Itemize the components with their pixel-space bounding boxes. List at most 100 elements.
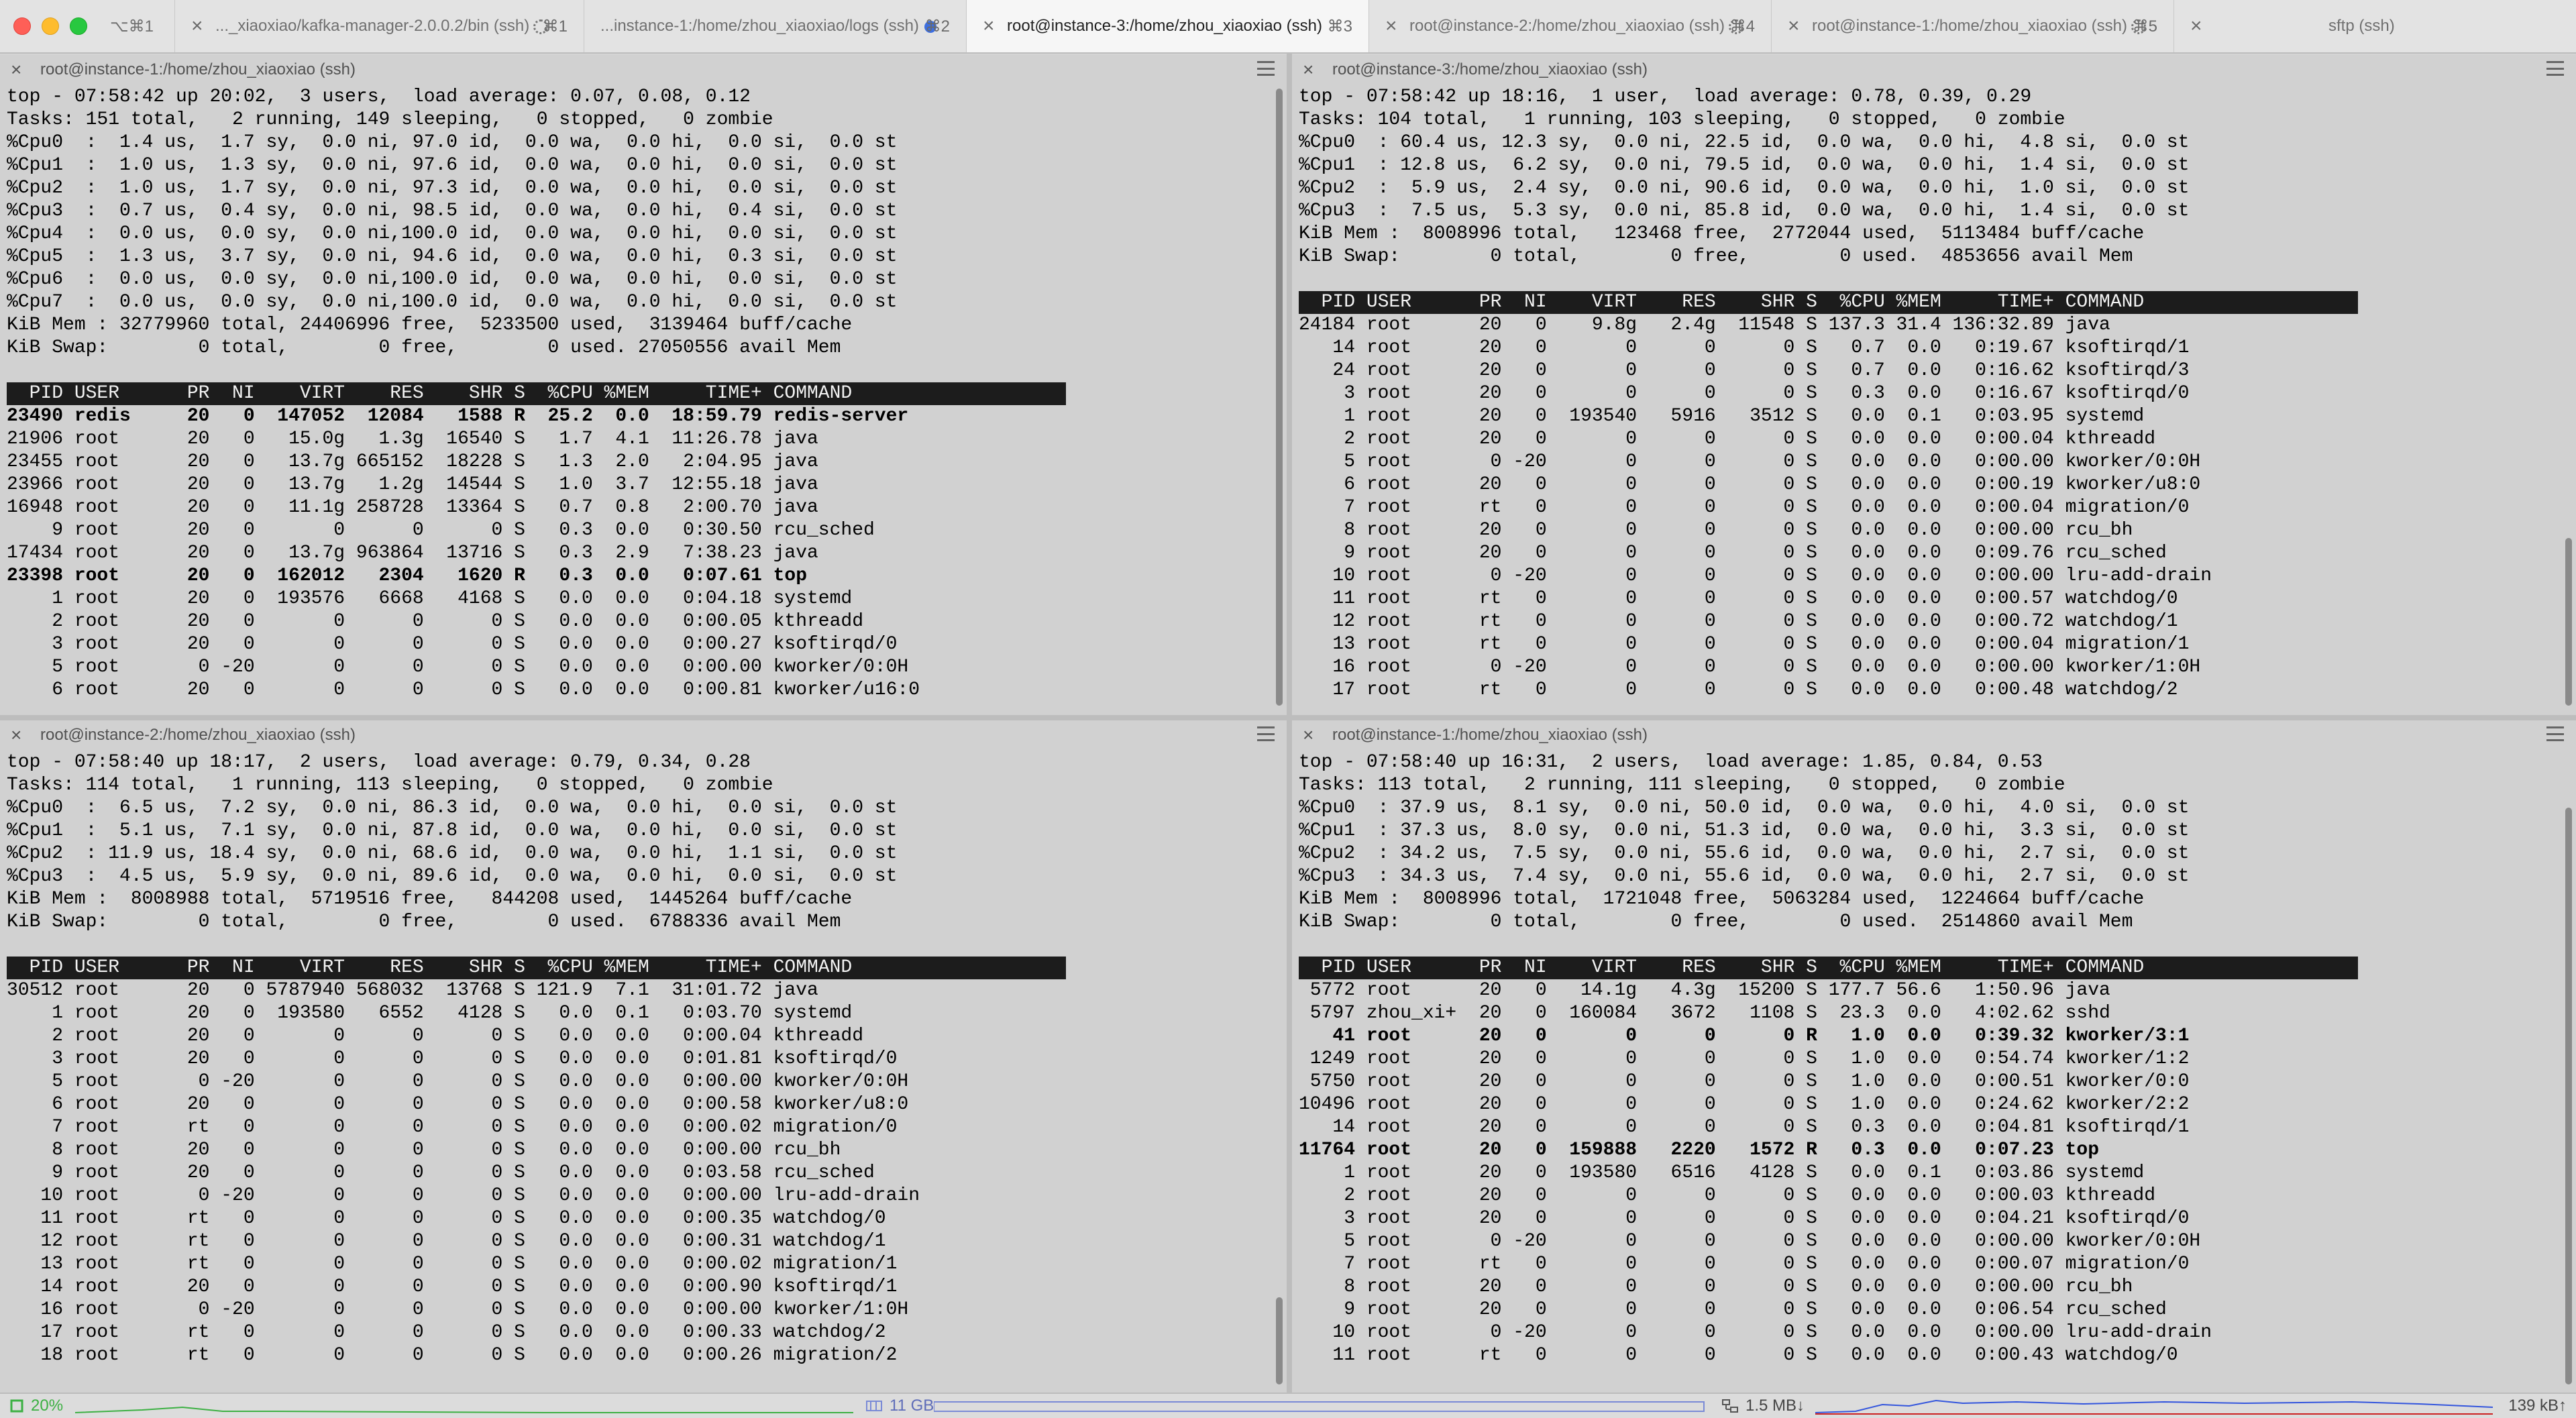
- process-row: 5772 root 20 0 14.1g 4.3g 15200 S 177.7 …: [1299, 980, 2110, 1001]
- process-row: 3 root 20 0 0 0 0 S 0.0 0.0 0:04.21 ksof…: [1299, 1208, 2190, 1229]
- hamburger-menu-icon[interactable]: [2546, 726, 2564, 741]
- tab-shortcut: ⌘2: [924, 17, 950, 36]
- summary-line: Tasks: 114 total, 1 running, 113 sleepin…: [7, 775, 773, 796]
- pane-divider-horizontal-right[interactable]: [1292, 715, 2576, 720]
- scrollbar[interactable]: [1276, 89, 1283, 706]
- summary-line: [1299, 268, 2358, 291]
- summary-line: %Cpu5 : 1.3 us, 3.7 sy, 0.0 ni, 94.6 id,…: [7, 246, 898, 267]
- close-icon[interactable]: ×: [191, 15, 203, 37]
- process-row: 10 root 0 -20 0 0 0 S 0.0 0.0 0:00.00 lr…: [7, 1185, 920, 1206]
- activity-spinner-icon: [1728, 19, 1743, 34]
- summary-line: KiB Swap: 0 total, 0 free, 0 used. 67883…: [7, 912, 841, 932]
- process-row: 2 root 20 0 0 0 0 S 0.0 0.0 0:00.05 kthr…: [7, 611, 864, 632]
- process-row: 11 root rt 0 0 0 0 S 0.0 0.0 0:00.35 wat…: [7, 1208, 886, 1229]
- summary-line: Tasks: 104 total, 1 running, 103 sleepin…: [1299, 109, 2065, 130]
- pane-divider-vertical[interactable]: [1287, 54, 1292, 1393]
- hamburger-menu-icon[interactable]: [1257, 726, 1275, 741]
- summary-line: %Cpu2 : 5.9 us, 2.4 sy, 0.0 ni, 90.6 id,…: [1299, 178, 2190, 199]
- process-row: 21906 root 20 0 15.0g 1.3g 16540 S 1.7 4…: [7, 429, 818, 449]
- process-row: 9 root 20 0 0 0 0 S 0.0 0.0 0:06.54 rcu_…: [1299, 1299, 2167, 1320]
- tab-hotkey[interactable]: ⌥⌘1: [107, 0, 174, 52]
- summary-line: %Cpu2 : 1.0 us, 1.7 sy, 0.0 ni, 97.3 id,…: [7, 178, 898, 199]
- tab-label: sftp (ssh): [2328, 17, 2395, 35]
- pane-divider-horizontal-left[interactable]: [0, 715, 1287, 720]
- pane-title: root@instance-2:/home/zhou_xiaoxiao (ssh…: [40, 726, 356, 744]
- summary-line: KiB Mem : 8008996 total, 123468 free, 27…: [1299, 223, 2145, 244]
- summary-line: %Cpu4 : 0.0 us, 0.0 sy, 0.0 ni,100.0 id,…: [7, 223, 898, 244]
- window-controls: [0, 0, 107, 52]
- hamburger-menu-icon[interactable]: [2546, 61, 2564, 76]
- process-row: 12 root rt 0 0 0 0 S 0.0 0.0 0:00.72 wat…: [1299, 611, 2178, 632]
- process-row: 9 root 20 0 0 0 0 S 0.0 0.0 0:09.76 rcu_…: [1299, 543, 2167, 563]
- process-row: 8 root 20 0 0 0 0 S 0.0 0.0 0:00.00 rcu_…: [1299, 1276, 2133, 1297]
- cpu-status: 20%: [9, 1397, 63, 1415]
- zoom-window-icon[interactable]: [70, 17, 87, 35]
- summary-line: %Cpu3 : 4.5 us, 5.9 sy, 0.0 ni, 89.6 id,…: [7, 866, 898, 887]
- tab-kafka-manager[interactable]: × ..._xiaoxiao/kafka-manager-2.0.0.2/bin…: [174, 0, 584, 52]
- tab-instance-1[interactable]: × root@instance-1:/home/zhou_xiaoxiao (s…: [1771, 0, 2174, 52]
- tab-sftp[interactable]: × sftp (ssh): [2174, 0, 2576, 52]
- terminal-pane-instance-2[interactable]: × root@instance-2:/home/zhou_xiaoxiao (s…: [0, 720, 1287, 1393]
- process-row: 2 root 20 0 0 0 0 S 0.0 0.0 0:00.03 kthr…: [1299, 1185, 2156, 1206]
- process-row: 23398 root 20 0 162012 2304 1620 R 0.3 0…: [7, 565, 807, 586]
- tab-logs[interactable]: ...instance-1:/home/zhou_xiaoxiao/logs (…: [584, 0, 966, 52]
- terminal-pane-instance-1-b[interactable]: × root@instance-1:/home/zhou_xiaoxiao (s…: [1292, 720, 2576, 1393]
- close-icon[interactable]: ×: [11, 59, 22, 80]
- process-row: 1 root 20 0 193576 6668 4168 S 0.0 0.0 0…: [7, 588, 853, 609]
- process-row: 41 root 20 0 0 0 0 R 1.0 0.0 0:39.32 kwo…: [1299, 1026, 2190, 1046]
- close-icon[interactable]: ×: [1303, 724, 1314, 745]
- process-row: 23490 redis 20 0 147052 12084 1588 R 25.…: [7, 406, 909, 427]
- tab-instance-3[interactable]: × root@instance-3:/home/zhou_xiaoxiao (s…: [966, 0, 1368, 52]
- process-row: 5 root 0 -20 0 0 0 S 0.0 0.0 0:00.00 kwo…: [7, 1071, 909, 1092]
- scrollbar[interactable]: [1276, 1297, 1283, 1384]
- pane-header: × root@instance-1:/home/zhou_xiaoxiao (s…: [1292, 720, 2576, 750]
- process-table-header: PID USER PR NI VIRT RES SHR S %CPU %MEM …: [7, 382, 1067, 405]
- status-bar: 20% 11 GB 1.5 MB↓ 139 kB↑: [0, 1393, 2576, 1418]
- tab-instance-2[interactable]: × root@instance-2:/home/zhou_xiaoxiao (s…: [1368, 0, 1771, 52]
- tab-hotkey-label: ⌥⌘1: [110, 17, 154, 36]
- process-row: 7 root rt 0 0 0 0 S 0.0 0.0 0:00.04 migr…: [1299, 497, 2190, 518]
- terminal-pane-instance-1[interactable]: × root@instance-1:/home/zhou_xiaoxiao (s…: [0, 55, 1287, 715]
- close-window-icon[interactable]: [13, 17, 31, 35]
- memory-icon: [866, 1401, 882, 1411]
- scrollbar[interactable]: [2565, 538, 2572, 706]
- summary-line: %Cpu2 : 34.2 us, 7.5 sy, 0.0 ni, 55.6 id…: [1299, 843, 2190, 864]
- process-row: 9 root 20 0 0 0 0 S 0.3 0.0 0:30.50 rcu_…: [7, 520, 875, 541]
- process-row: 1 root 20 0 193580 6552 4128 S 0.0 0.1 0…: [7, 1003, 853, 1024]
- summary-line: %Cpu0 : 37.9 us, 8.1 sy, 0.0 ni, 50.0 id…: [1299, 798, 2190, 818]
- tab-shortcut: ⌘1: [542, 17, 568, 36]
- process-row: 2 root 20 0 0 0 0 S 0.0 0.0 0:00.04 kthr…: [7, 1026, 864, 1046]
- process-row: 3 root 20 0 0 0 0 S 0.0 0.0 0:00.27 ksof…: [7, 634, 898, 655]
- process-row: 24 root 20 0 0 0 0 S 0.7 0.0 0:16.62 kso…: [1299, 360, 2190, 381]
- summary-line: %Cpu7 : 0.0 us, 0.0 sy, 0.0 ni,100.0 id,…: [7, 292, 898, 313]
- process-row: 6 root 20 0 0 0 0 S 0.0 0.0 0:00.81 kwor…: [7, 679, 920, 700]
- close-icon[interactable]: ×: [983, 15, 995, 37]
- scrollbar[interactable]: [2565, 808, 2572, 1384]
- process-row: 23966 root 20 0 13.7g 1.2g 14544 S 1.0 3…: [7, 474, 818, 495]
- close-icon[interactable]: ×: [1788, 15, 1800, 37]
- network-sparkline: [1815, 1399, 2493, 1415]
- process-row: 16 root 0 -20 0 0 0 S 0.0 0.0 0:00.00 kw…: [7, 1299, 909, 1320]
- terminal-pane-instance-3[interactable]: × root@instance-3:/home/zhou_xiaoxiao (s…: [1292, 55, 2576, 715]
- tab-shortcut: ⌘4: [1729, 17, 1755, 36]
- close-icon[interactable]: ×: [11, 724, 22, 745]
- network-down-value: 1.5 MB↓: [1746, 1397, 1805, 1415]
- close-icon[interactable]: ×: [2190, 15, 2202, 37]
- minimize-window-icon[interactable]: [42, 17, 59, 35]
- summary-line: %Cpu1 : 37.3 us, 8.0 sy, 0.0 ni, 51.3 id…: [1299, 820, 2190, 841]
- close-icon[interactable]: ×: [1303, 59, 1314, 80]
- process-row: 13 root rt 0 0 0 0 S 0.0 0.0 0:00.04 mig…: [1299, 634, 2190, 655]
- summary-line: %Cpu0 : 60.4 us, 12.3 sy, 0.0 ni, 22.5 i…: [1299, 132, 2190, 153]
- process-row: 7 root rt 0 0 0 0 S 0.0 0.0 0:00.02 migr…: [7, 1117, 898, 1138]
- summary-line: Tasks: 151 total, 2 running, 149 sleepin…: [7, 109, 773, 130]
- close-icon[interactable]: ×: [1385, 15, 1397, 37]
- process-row: 14 root 20 0 0 0 0 S 0.3 0.0 0:04.81 kso…: [1299, 1117, 2190, 1138]
- process-row: 10 root 0 -20 0 0 0 S 0.0 0.0 0:00.00 lr…: [1299, 1322, 2212, 1343]
- process-row: 14 root 20 0 0 0 0 S 0.7 0.0 0:19.67 kso…: [1299, 337, 2190, 358]
- cpu-icon: [10, 1399, 23, 1413]
- process-row: 9 root 20 0 0 0 0 S 0.0 0.0 0:03.58 rcu_…: [7, 1162, 875, 1183]
- process-row: 12 root rt 0 0 0 0 S 0.0 0.0 0:00.31 wat…: [7, 1231, 886, 1252]
- terminal-output: top - 07:58:40 up 16:31, 2 users, load a…: [1299, 751, 2359, 1367]
- memory-value: 11 GB: [890, 1397, 934, 1415]
- hamburger-menu-icon[interactable]: [1257, 61, 1275, 76]
